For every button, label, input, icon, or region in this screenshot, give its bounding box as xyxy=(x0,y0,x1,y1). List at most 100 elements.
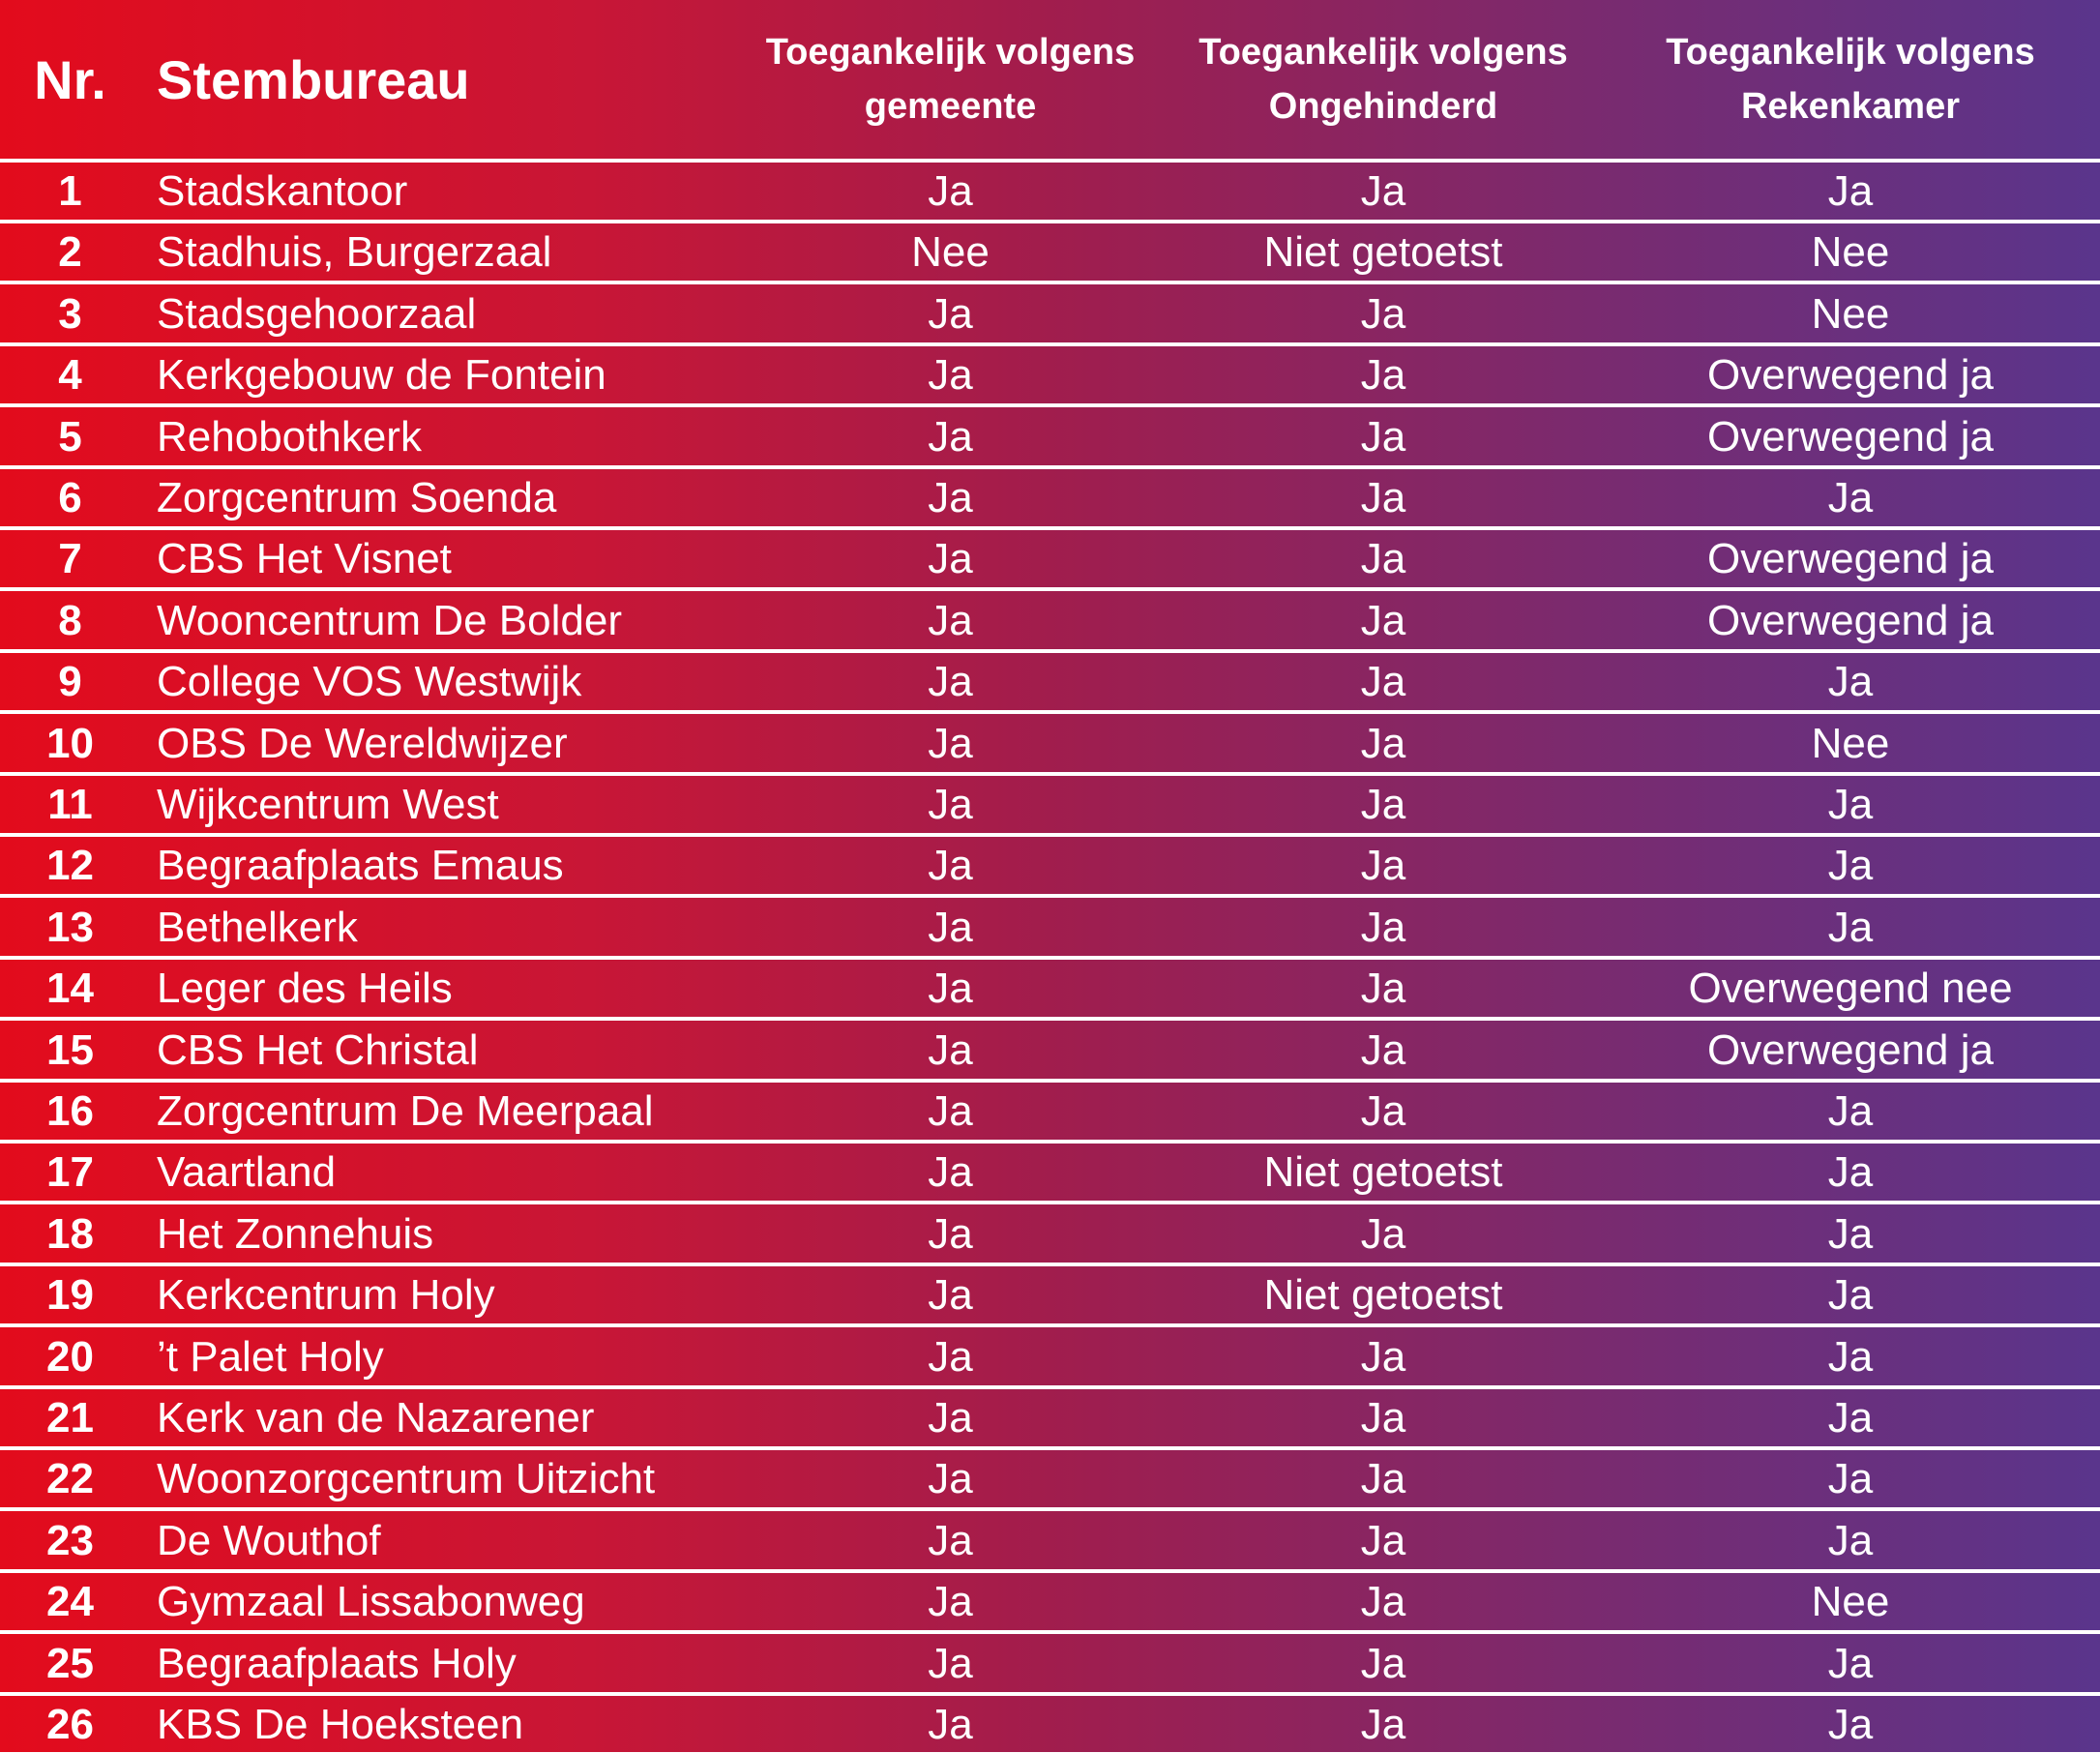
row-rekenkamer: Ja xyxy=(1827,166,1874,215)
row-divider xyxy=(0,1692,2100,1696)
table-row: 1 Stadskantoor Ja Ja Ja xyxy=(0,163,2100,220)
table-row: 15 CBS Het Christal Ja Ja Overwegend ja xyxy=(0,1022,2100,1079)
row-rekenkamer: Overwegend ja xyxy=(1707,350,1994,399)
header-ongehinderd-line2: Ongehinderd xyxy=(1268,86,1498,127)
header-ongehinderd: Toegankelijk volgens Ongehinderd xyxy=(1166,0,1601,159)
row-nr: 24 xyxy=(46,1577,94,1625)
row-ongehinderd: Ja xyxy=(1360,719,1406,767)
row-divider xyxy=(0,1569,2100,1573)
row-nr: 1 xyxy=(58,166,82,215)
row-stembureau: Begraafplaats Holy xyxy=(157,1639,517,1687)
row-divider xyxy=(0,1630,2100,1634)
row-gemeente: Ja xyxy=(928,1516,973,1564)
header-gemeente-line1: Toegankelijk volgens xyxy=(765,32,1136,73)
row-ongehinderd: Ja xyxy=(1360,780,1406,828)
row-divider xyxy=(0,1323,2100,1327)
table-row: 6 Zorgcentrum Soenda Ja Ja Ja xyxy=(0,469,2100,526)
row-rekenkamer: Overwegend ja xyxy=(1707,1025,1994,1074)
row-gemeente: Ja xyxy=(928,1147,973,1196)
row-ongehinderd: Ja xyxy=(1360,166,1406,215)
row-divider xyxy=(0,1079,2100,1083)
row-ongehinderd: Ja xyxy=(1360,412,1406,461)
row-rekenkamer: Nee xyxy=(1811,719,1890,767)
table-row: 21 Kerk van de Nazarener Ja Ja Ja xyxy=(0,1389,2100,1446)
row-divider xyxy=(0,342,2100,346)
row-nr: 25 xyxy=(46,1639,94,1687)
row-nr: 15 xyxy=(46,1025,94,1074)
row-nr: 5 xyxy=(58,412,82,461)
row-rekenkamer: Ja xyxy=(1827,841,1874,889)
table-row: 22 Woonzorgcentrum Uitzicht Ja Ja Ja xyxy=(0,1450,2100,1507)
row-stembureau: De Wouthof xyxy=(157,1516,381,1564)
row-stembureau: Stadhuis, Burgerzaal xyxy=(157,227,552,276)
row-gemeente: Ja xyxy=(928,166,973,215)
row-stembureau: Stadsgehoorzaal xyxy=(157,289,477,338)
row-nr: 13 xyxy=(46,903,94,951)
table-row: 8 Wooncentrum De Bolder Ja Ja Overwegend ja xyxy=(0,592,2100,649)
row-rekenkamer: Ja xyxy=(1827,1516,1874,1564)
row-rekenkamer: Nee xyxy=(1811,1577,1890,1625)
row-rekenkamer: Ja xyxy=(1827,1270,1874,1319)
row-stembureau: Woonzorgcentrum Uitzicht xyxy=(157,1454,656,1502)
header-nr: Nr. xyxy=(34,48,106,110)
row-divider xyxy=(0,1140,2100,1144)
header-ongehinderd-line1: Toegankelijk volgens xyxy=(1198,32,1568,73)
table-row: 2 Stadhuis, Burgerzaal Nee Niet getoetst Nee xyxy=(0,223,2100,281)
row-stembureau: College VOS Westwijk xyxy=(157,657,582,705)
row-rekenkamer: Ja xyxy=(1827,903,1874,951)
row-rekenkamer: Ja xyxy=(1827,1147,1874,1196)
row-stembureau: Kerk van de Nazarener xyxy=(157,1393,595,1441)
table-row: 23 De Wouthof Ja Ja Ja xyxy=(0,1512,2100,1569)
row-ongehinderd: Ja xyxy=(1360,534,1406,582)
row-stembureau: Zorgcentrum De Meerpaal xyxy=(157,1086,654,1135)
table-row: 25 Begraafplaats Holy Ja Ja Ja xyxy=(0,1635,2100,1692)
row-divider xyxy=(0,465,2100,469)
row-ongehinderd: Ja xyxy=(1360,1025,1406,1074)
row-rekenkamer: Overwegend ja xyxy=(1707,596,1994,644)
row-divider xyxy=(0,649,2100,653)
row-rekenkamer: Ja xyxy=(1827,1086,1874,1135)
row-nr: 14 xyxy=(46,964,94,1012)
row-stembureau: Kerkgebouw de Fontein xyxy=(157,350,606,399)
row-divider xyxy=(0,403,2100,407)
row-gemeente: Ja xyxy=(928,1025,973,1074)
row-rekenkamer: Overwegend nee xyxy=(1688,964,2013,1012)
row-rekenkamer: Nee xyxy=(1811,289,1890,338)
row-divider xyxy=(0,526,2100,530)
row-gemeente: Ja xyxy=(928,1270,973,1319)
table-row: 9 College VOS Westwijk Ja Ja Ja xyxy=(0,653,2100,710)
row-ongehinderd: Ja xyxy=(1360,1577,1406,1625)
row-divider xyxy=(0,220,2100,223)
row-stembureau: Wooncentrum De Bolder xyxy=(157,596,622,644)
row-ongehinderd: Ja xyxy=(1360,1700,1406,1748)
row-gemeente: Ja xyxy=(928,596,973,644)
row-nr: 23 xyxy=(46,1516,94,1564)
row-divider xyxy=(0,1201,2100,1204)
row-gemeente: Ja xyxy=(928,841,973,889)
row-rekenkamer: Ja xyxy=(1827,1639,1874,1687)
row-nr: 22 xyxy=(46,1454,94,1502)
row-divider xyxy=(0,772,2100,776)
row-ongehinderd: Ja xyxy=(1360,350,1406,399)
row-gemeente: Ja xyxy=(928,657,973,705)
table-row: 14 Leger des Heils Ja Ja Overwegend nee xyxy=(0,960,2100,1017)
row-divider xyxy=(0,159,2100,163)
row-rekenkamer: Ja xyxy=(1827,1209,1874,1258)
row-rekenkamer: Ja xyxy=(1827,473,1874,521)
row-rekenkamer: Overwegend ja xyxy=(1707,534,1994,582)
row-gemeente: Ja xyxy=(928,1577,973,1625)
row-stembureau: Kerkcentrum Holy xyxy=(157,1270,495,1319)
table-row: 11 Wijkcentrum West Ja Ja Ja xyxy=(0,776,2100,833)
row-ongehinderd: Ja xyxy=(1360,1639,1406,1687)
row-gemeente: Ja xyxy=(928,412,973,461)
row-ongehinderd: Ja xyxy=(1360,1209,1406,1258)
table-row: 12 Begraafplaats Emaus Ja Ja Ja xyxy=(0,837,2100,894)
row-stembureau: CBS Het Visnet xyxy=(157,534,452,582)
row-stembureau: Stadskantoor xyxy=(157,166,408,215)
row-nr: 4 xyxy=(58,350,82,399)
table-row: 18 Het Zonnehuis Ja Ja Ja xyxy=(0,1205,2100,1263)
table-row: 10 OBS De Wereldwijzer Ja Ja Nee xyxy=(0,715,2100,772)
row-nr: 9 xyxy=(58,657,82,705)
row-gemeente: Ja xyxy=(928,1332,973,1381)
